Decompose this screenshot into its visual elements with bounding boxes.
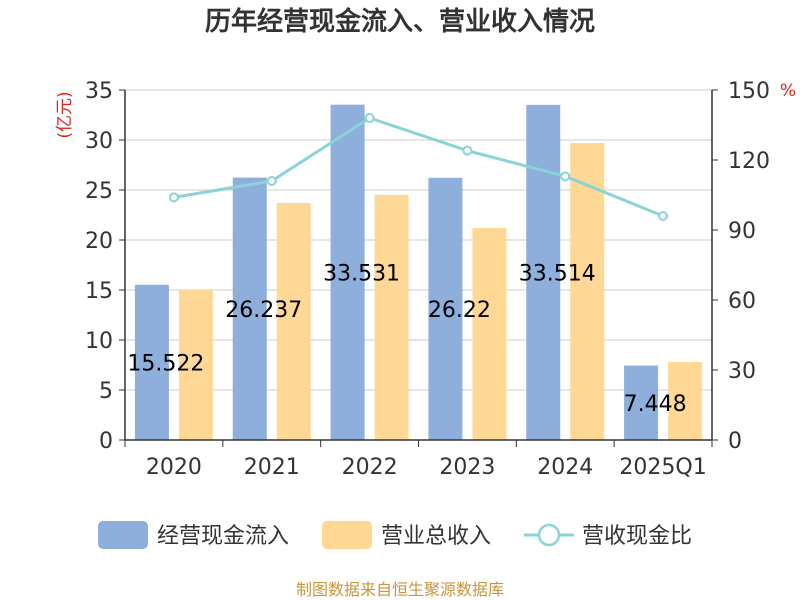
right-tick-label: 0 [728, 429, 742, 454]
bar-cash-inflow [232, 177, 267, 440]
x-tick-label: 2023 [439, 455, 495, 480]
left-tick-label: 25 [85, 179, 113, 204]
bar-value-label: 7.448 [624, 392, 687, 417]
bar-value-label: 33.514 [519, 261, 596, 286]
legend-label-cash-inflow: 经营现金流入 [157, 524, 289, 549]
ratio-point [658, 211, 669, 221]
bar-revenue [472, 228, 507, 440]
x-tick-label: 2024 [537, 455, 593, 480]
axes: 0 5 10 15 20 25 30 35 0 30 60 90 120 150 2020 2021 2022 2… [85, 79, 770, 480]
bar-cash-inflow [134, 284, 169, 440]
bar-value-label: 26.237 [225, 298, 302, 323]
left-tick-label: 30 [85, 129, 113, 154]
source-note: 制图数据来自恒生聚源数据库 [296, 580, 504, 599]
bar-cash-inflow [526, 104, 561, 441]
right-tick-label: 60 [728, 289, 756, 314]
bar-cash-inflow [624, 365, 659, 440]
ratio-line [168, 113, 669, 221]
ratio-line-path [173, 116, 664, 218]
legend-swatch-revenue [322, 521, 372, 549]
ratio-point [462, 145, 473, 156]
left-tick-label: 15 [85, 279, 113, 304]
bar-value-label: 15.522 [127, 351, 204, 376]
bar-revenue [668, 362, 703, 440]
left-tick-label: 10 [85, 329, 113, 354]
bar-revenue [374, 195, 409, 440]
legend-label-ratio: 营收现金比 [582, 524, 692, 549]
legend: 经营现金流入 营业总收入 营收现金比 [98, 521, 692, 549]
right-axis-unit: % [780, 81, 796, 101]
data-labels: 15.522 26.237 33.531 26.22 33.514 7.448 [127, 261, 686, 416]
ratio-point [266, 176, 277, 186]
left-tick-label: 20 [85, 229, 113, 254]
left-axis-unit: (亿元) [55, 91, 75, 138]
chart-title: 历年经营现金流入、营业收入情况 [205, 6, 595, 37]
left-tick-label: 5 [99, 379, 113, 404]
x-tick-label: 2025Q1 [619, 455, 706, 480]
ratio-point [364, 113, 375, 123]
ratio-point [560, 171, 571, 182]
right-tick-label: 90 [728, 219, 756, 244]
bars [134, 104, 703, 441]
right-tick-label: 120 [728, 149, 770, 174]
ratio-point [168, 192, 179, 203]
bar-cash-inflow [428, 177, 463, 441]
left-tick-label: 35 [85, 79, 113, 104]
x-tick-label: 2020 [146, 455, 202, 480]
bar-revenue [276, 203, 311, 440]
right-tick-label: 30 [728, 359, 756, 384]
bar-revenue [570, 143, 605, 440]
bar-revenue [178, 290, 213, 440]
legend-swatch-ratio-marker [537, 523, 561, 547]
x-tick-label: 2022 [342, 455, 398, 480]
right-tick-label: 150 [728, 79, 770, 104]
bar-value-label: 33.531 [323, 261, 400, 286]
bar-value-label: 26.22 [428, 298, 491, 323]
bar-cash-inflow [330, 104, 365, 440]
legend-label-revenue: 营业总收入 [381, 524, 491, 549]
legend-swatch-cash-inflow [98, 521, 148, 549]
x-tick-label: 2021 [244, 455, 300, 480]
grid [125, 89, 712, 441]
left-tick-label: 0 [99, 429, 113, 454]
